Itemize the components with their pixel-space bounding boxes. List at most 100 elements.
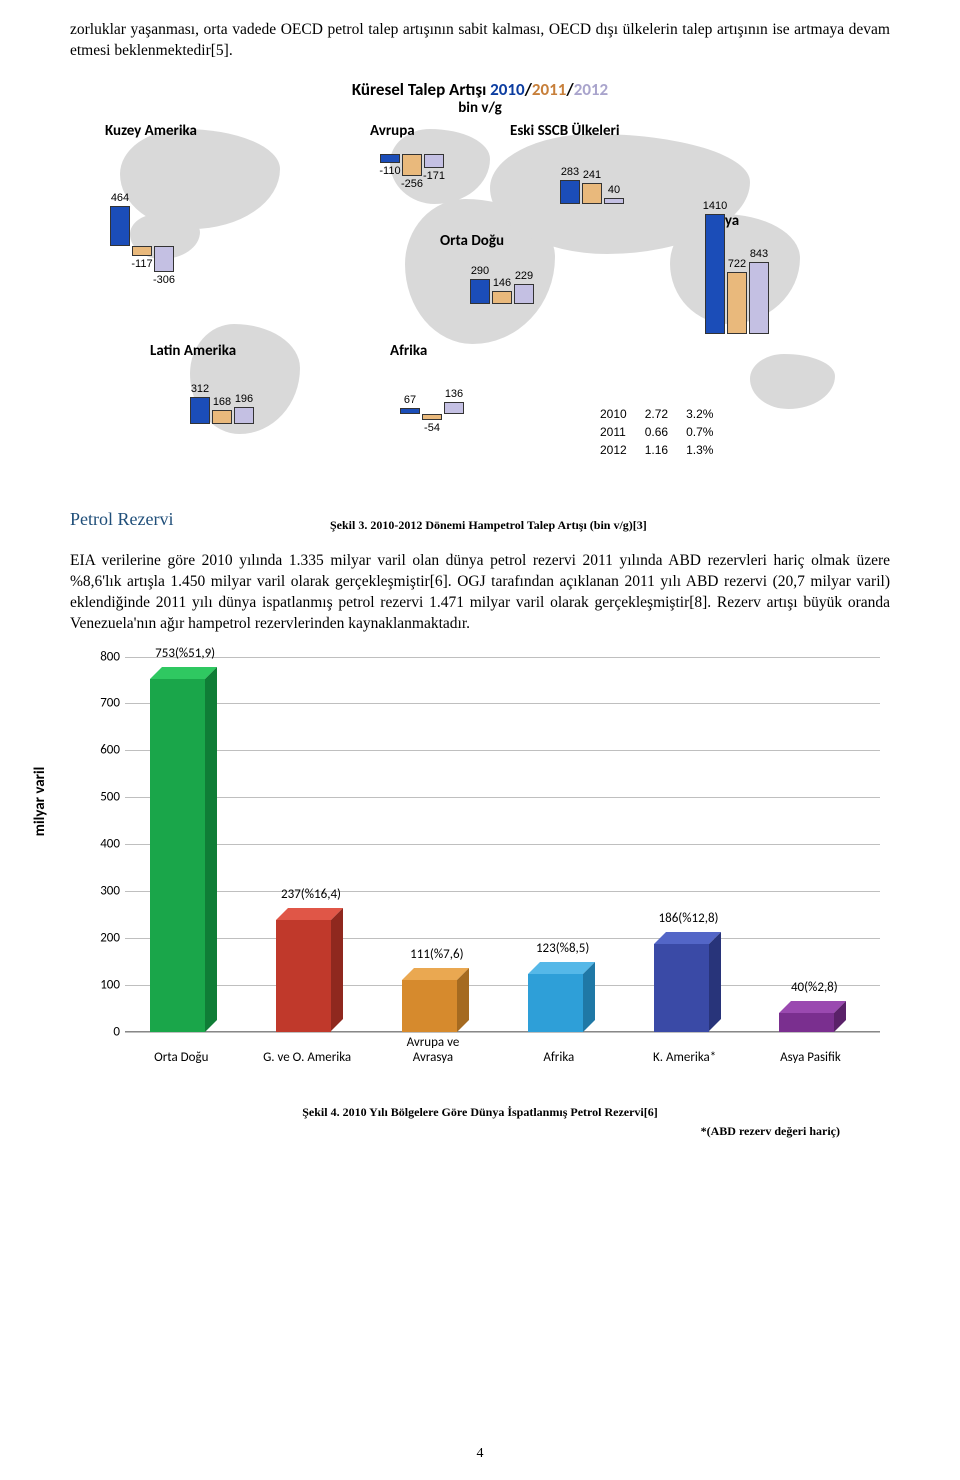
bar — [604, 198, 624, 204]
bar-value: 722 — [723, 258, 751, 270]
y-tick: 700 — [90, 696, 120, 711]
bar-value: 312 — [186, 383, 214, 395]
bar — [424, 154, 444, 169]
bar-value: -306 — [150, 274, 178, 286]
y-tick: 800 — [90, 649, 120, 664]
x-category: Asya Pasifik — [760, 1050, 860, 1065]
bar-value: 40 — [600, 184, 628, 196]
bar — [492, 291, 512, 303]
y-tick: 100 — [90, 977, 120, 992]
x-category: Afrika — [509, 1050, 609, 1065]
bar — [154, 246, 174, 272]
bar — [212, 410, 232, 424]
x-category: Orta Doğu — [131, 1050, 231, 1065]
figure-4-caption: Şekil 4. 2010 Yılı Bölgelere Göre Dünya … — [70, 1105, 890, 1120]
bar — [190, 397, 210, 424]
region-label-eu: Avrupa — [370, 122, 415, 140]
legend-row: 20121.161.3% — [592, 442, 721, 458]
y-tick: 0 — [90, 1024, 120, 1039]
grid-line — [125, 703, 880, 704]
y-tick: 200 — [90, 930, 120, 945]
bar-value: 241 — [578, 169, 606, 181]
bar — [444, 402, 464, 414]
y-tick: 600 — [90, 743, 120, 758]
bar — [380, 154, 400, 163]
bar-value: -54 — [418, 422, 446, 434]
bar3d-3: 123(%8,5) — [528, 657, 598, 1032]
bar-group-af: 67-54136 — [400, 374, 480, 574]
bar-value-label: 186(%12,8) — [659, 911, 719, 926]
y-tick: 400 — [90, 837, 120, 852]
page-number: 4 — [0, 1446, 960, 1462]
map-chart: Küresel Talep Artışı 2010/2011/2012 bin … — [70, 74, 890, 494]
bar-value: 843 — [745, 248, 773, 260]
bar — [110, 206, 130, 245]
bar-value: 464 — [106, 192, 134, 204]
bar-group-ussr: 28324140 — [560, 154, 640, 354]
bar — [400, 408, 420, 414]
paragraph-1: zorluklar yaşanması, orta vadede OECD pe… — [70, 20, 890, 62]
region-label-me: Orta Doğu — [440, 232, 504, 250]
y-tick: 300 — [90, 883, 120, 898]
y-tick: 500 — [90, 790, 120, 805]
bar-value: 229 — [510, 270, 538, 282]
legend-row: 20110.660.7% — [592, 424, 721, 440]
bar-group-na: 464-117-306 — [110, 154, 190, 354]
region-label-ussr: Eski SSCB Ülkeleri — [510, 122, 620, 140]
bar — [727, 272, 747, 333]
bar — [749, 262, 769, 334]
grid-line — [125, 985, 880, 986]
bar-value-label: 753(%51,9) — [155, 646, 215, 661]
bar3d-2: 111(%7,6) — [402, 657, 472, 1032]
y-axis-label: milyar varil — [31, 766, 49, 836]
bar-value-label: 40(%2,8) — [791, 980, 838, 995]
bar3d-1: 237(%16,4) — [276, 657, 346, 1032]
bar-value-label: 123(%8,5) — [536, 941, 589, 956]
x-category: K. Amerika* — [635, 1050, 735, 1065]
bar-value-label: 237(%16,4) — [281, 887, 341, 902]
bar3d-0: 753(%51,9) — [150, 657, 220, 1032]
grid-line — [125, 750, 880, 751]
grid-line — [125, 1032, 880, 1033]
bar — [402, 154, 422, 176]
x-category: G. ve O. Amerika — [257, 1050, 357, 1065]
map-title: Küresel Talep Artışı 2010/2011/2012 — [70, 79, 890, 100]
bar-value: 67 — [396, 394, 424, 406]
reserves-bar-chart: milyar varil 0100200300400500600700800 7… — [70, 647, 890, 1077]
bar-value: 290 — [466, 265, 494, 277]
bar — [582, 183, 602, 203]
footnote: *(ABD rezerv değeri hariç) — [70, 1124, 890, 1139]
bar — [132, 246, 152, 256]
region-label-la: Latin Amerika — [150, 342, 236, 360]
bar3d-5: 40(%2,8) — [779, 657, 849, 1032]
bar-value: -110 — [376, 165, 404, 177]
grid-line — [125, 938, 880, 939]
bar-group-me: 290146229 — [470, 254, 550, 454]
map-legend-table: 20102.723.2% 20110.660.7% 20121.161.3% — [590, 404, 723, 460]
bar — [514, 284, 534, 303]
grid-line — [125, 891, 880, 892]
bar-group-la: 312168196 — [190, 364, 270, 564]
bar3d-4: 186(%12,8) — [654, 657, 724, 1032]
grid-line — [125, 844, 880, 845]
bar-value: 1410 — [701, 200, 729, 212]
map-subtitle: bin v/g — [70, 99, 890, 117]
bar — [422, 414, 442, 420]
bar-value: -117 — [128, 258, 156, 270]
bar — [705, 214, 725, 334]
bar-group-eu: -110-256-171 — [380, 154, 460, 354]
region-label-af: Afrika — [390, 342, 427, 360]
grid-line — [125, 797, 880, 798]
grid-line — [125, 657, 880, 658]
bar — [470, 279, 490, 304]
bar-group-asia: 1410722843 — [705, 174, 785, 374]
chart-grid — [125, 657, 880, 1032]
bar-value: -171 — [420, 170, 448, 182]
bar — [234, 407, 254, 424]
region-label-na: Kuzey Amerika — [105, 122, 197, 140]
bar-value: 136 — [440, 388, 468, 400]
bar — [560, 180, 580, 204]
bar-value: 196 — [230, 393, 258, 405]
legend-row: 20102.723.2% — [592, 406, 721, 422]
bar-value-label: 111(%7,6) — [410, 947, 463, 962]
